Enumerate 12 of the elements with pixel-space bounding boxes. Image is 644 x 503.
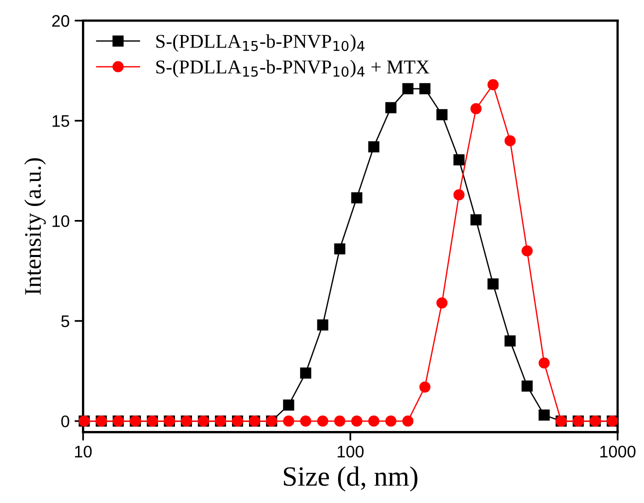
x-axis-title: Size (d, nm) bbox=[284, 466, 418, 492]
y-tick-label: 10 bbox=[52, 215, 70, 228]
x-tick-label: 10 bbox=[75, 446, 92, 458]
y-tick-label: 15 bbox=[52, 115, 70, 127]
y-tick-label: 5 bbox=[61, 316, 70, 328]
legend-label: S-(PDLLA$_{15}$-b-PNVP$_{10}$)$_{4}$ bbox=[156, 34, 364, 52]
x-tick-label: 1000 bbox=[600, 446, 636, 458]
x-tick-label: 100 bbox=[338, 446, 364, 458]
y-tick-label: 20 bbox=[52, 15, 70, 27]
y-axis-title: Intensity (a.u.) bbox=[24, 158, 46, 295]
y-tick-label: 0 bbox=[61, 415, 70, 428]
legend-label: S-(PDLLA$_{15}$-b-PNVP$_{10}$)$_{4}$ + MTX bbox=[156, 60, 430, 78]
